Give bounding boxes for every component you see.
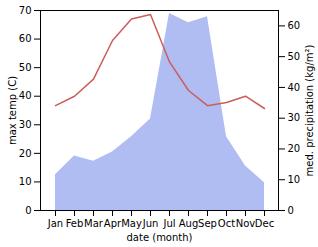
svg-text:30: 30 xyxy=(288,112,301,123)
svg-text:40: 40 xyxy=(288,82,301,93)
svg-text:Oct: Oct xyxy=(218,218,235,229)
svg-text:0: 0 xyxy=(25,205,31,216)
svg-text:20: 20 xyxy=(19,148,32,159)
svg-text:Aug: Aug xyxy=(179,218,199,229)
svg-text:Jul: Jul xyxy=(162,218,175,229)
svg-text:Sep: Sep xyxy=(198,218,217,229)
svg-text:Feb: Feb xyxy=(66,218,84,229)
svg-text:Jan: Jan xyxy=(47,218,63,229)
svg-text:Jun: Jun xyxy=(142,218,159,229)
svg-text:40: 40 xyxy=(19,90,32,101)
svg-text:Mar: Mar xyxy=(84,218,104,229)
svg-text:May: May xyxy=(121,218,142,229)
svg-text:30: 30 xyxy=(19,119,32,130)
svg-text:Dec: Dec xyxy=(255,218,274,229)
svg-text:50: 50 xyxy=(19,62,32,73)
svg-text:70: 70 xyxy=(19,5,32,16)
svg-text:60: 60 xyxy=(19,33,32,44)
svg-text:Apr: Apr xyxy=(104,218,122,229)
svg-text:Nov: Nov xyxy=(236,218,256,229)
svg-text:20: 20 xyxy=(288,143,301,154)
svg-text:10: 10 xyxy=(19,176,32,187)
svg-text:60: 60 xyxy=(288,20,301,31)
svg-text:date (month): date (month) xyxy=(127,232,193,243)
svg-text:0: 0 xyxy=(288,205,294,216)
svg-text:50: 50 xyxy=(288,51,301,62)
svg-text:med. precipitation (kg/m²): med. precipitation (kg/m²) xyxy=(304,44,315,176)
svg-text:10: 10 xyxy=(288,174,301,185)
svg-text:max temp (C): max temp (C) xyxy=(7,76,18,145)
